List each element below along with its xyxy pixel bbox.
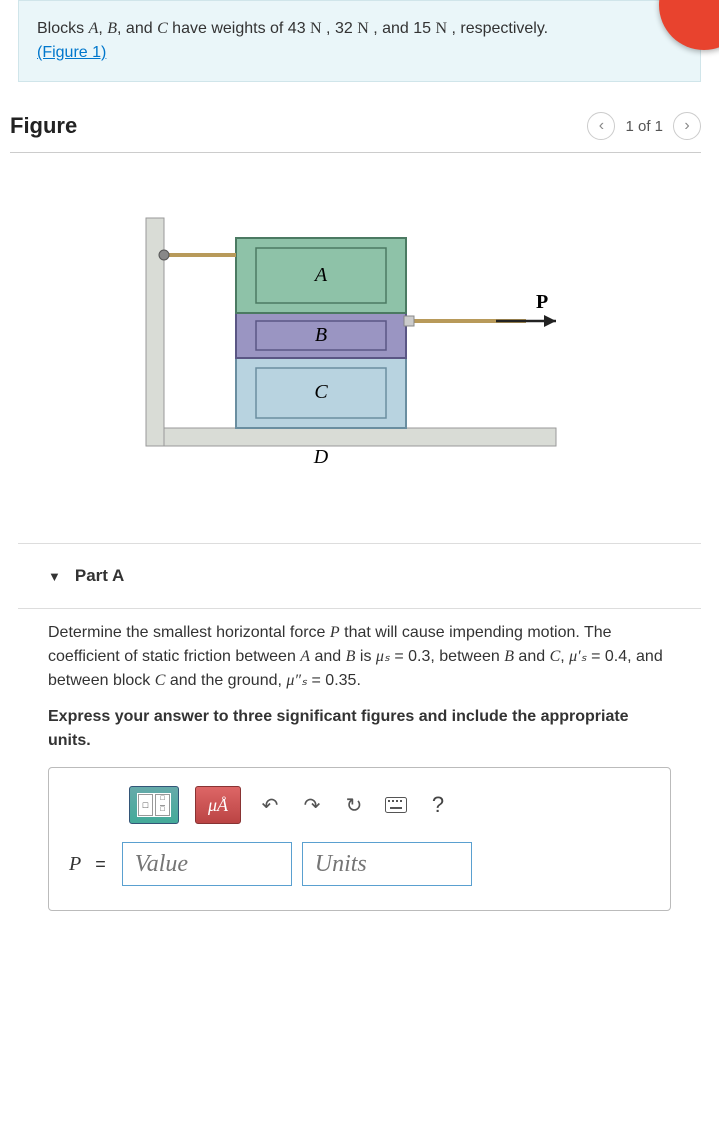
figure-section: Figure ‹ 1 of 1 › C B A [0, 82, 719, 543]
label-p: P [536, 291, 548, 313]
answer-box: □□□ μÅ ↶ ↷ ↻ ? P = [48, 767, 671, 911]
figure-title: Figure [10, 113, 77, 139]
reset-icon[interactable]: ↻ [341, 792, 367, 818]
figure-link[interactable]: (Figure 1) [37, 44, 106, 61]
var-b: B [107, 20, 117, 37]
part-a-header[interactable]: ▼ Part A [18, 544, 701, 608]
figure-diagram: C B A P D [10, 193, 701, 533]
redo-icon[interactable]: ↷ [299, 792, 325, 818]
undo-icon[interactable]: ↶ [257, 792, 283, 818]
var-c: C [157, 20, 168, 37]
answer-toolbar: □□□ μÅ ↶ ↷ ↻ ? [69, 786, 650, 824]
question-text: Determine the smallest horizontal force … [48, 621, 671, 693]
part-a-label: Part A [75, 566, 124, 586]
units-input[interactable] [302, 842, 472, 886]
fraction-template-button[interactable]: □□□ [129, 786, 179, 824]
figure-prev-button[interactable]: ‹ [587, 112, 615, 140]
instruction-text: Express your answer to three significant… [48, 705, 671, 753]
figure-counter: 1 of 1 [625, 118, 663, 135]
var-a: A [89, 20, 99, 37]
keyboard-icon[interactable] [383, 792, 409, 818]
units-template-button[interactable]: μÅ [195, 786, 241, 824]
equals-sign: = [95, 854, 106, 875]
caret-down-icon: ▼ [48, 569, 61, 584]
figure-next-button[interactable]: › [673, 112, 701, 140]
part-a-section: ▼ Part A Determine the smallest horizont… [18, 543, 701, 941]
label-b: B [314, 324, 326, 346]
figure-nav: ‹ 1 of 1 › [587, 112, 701, 140]
label-d: D [312, 446, 328, 468]
label-a: A [312, 264, 327, 286]
text: Blocks [37, 20, 89, 37]
problem-statement: Blocks A, B, and C have weights of 43 N … [18, 0, 701, 82]
help-icon[interactable]: ? [425, 792, 451, 818]
value-input[interactable] [122, 842, 292, 886]
answer-variable: P [69, 853, 81, 876]
label-c: C [314, 381, 328, 403]
